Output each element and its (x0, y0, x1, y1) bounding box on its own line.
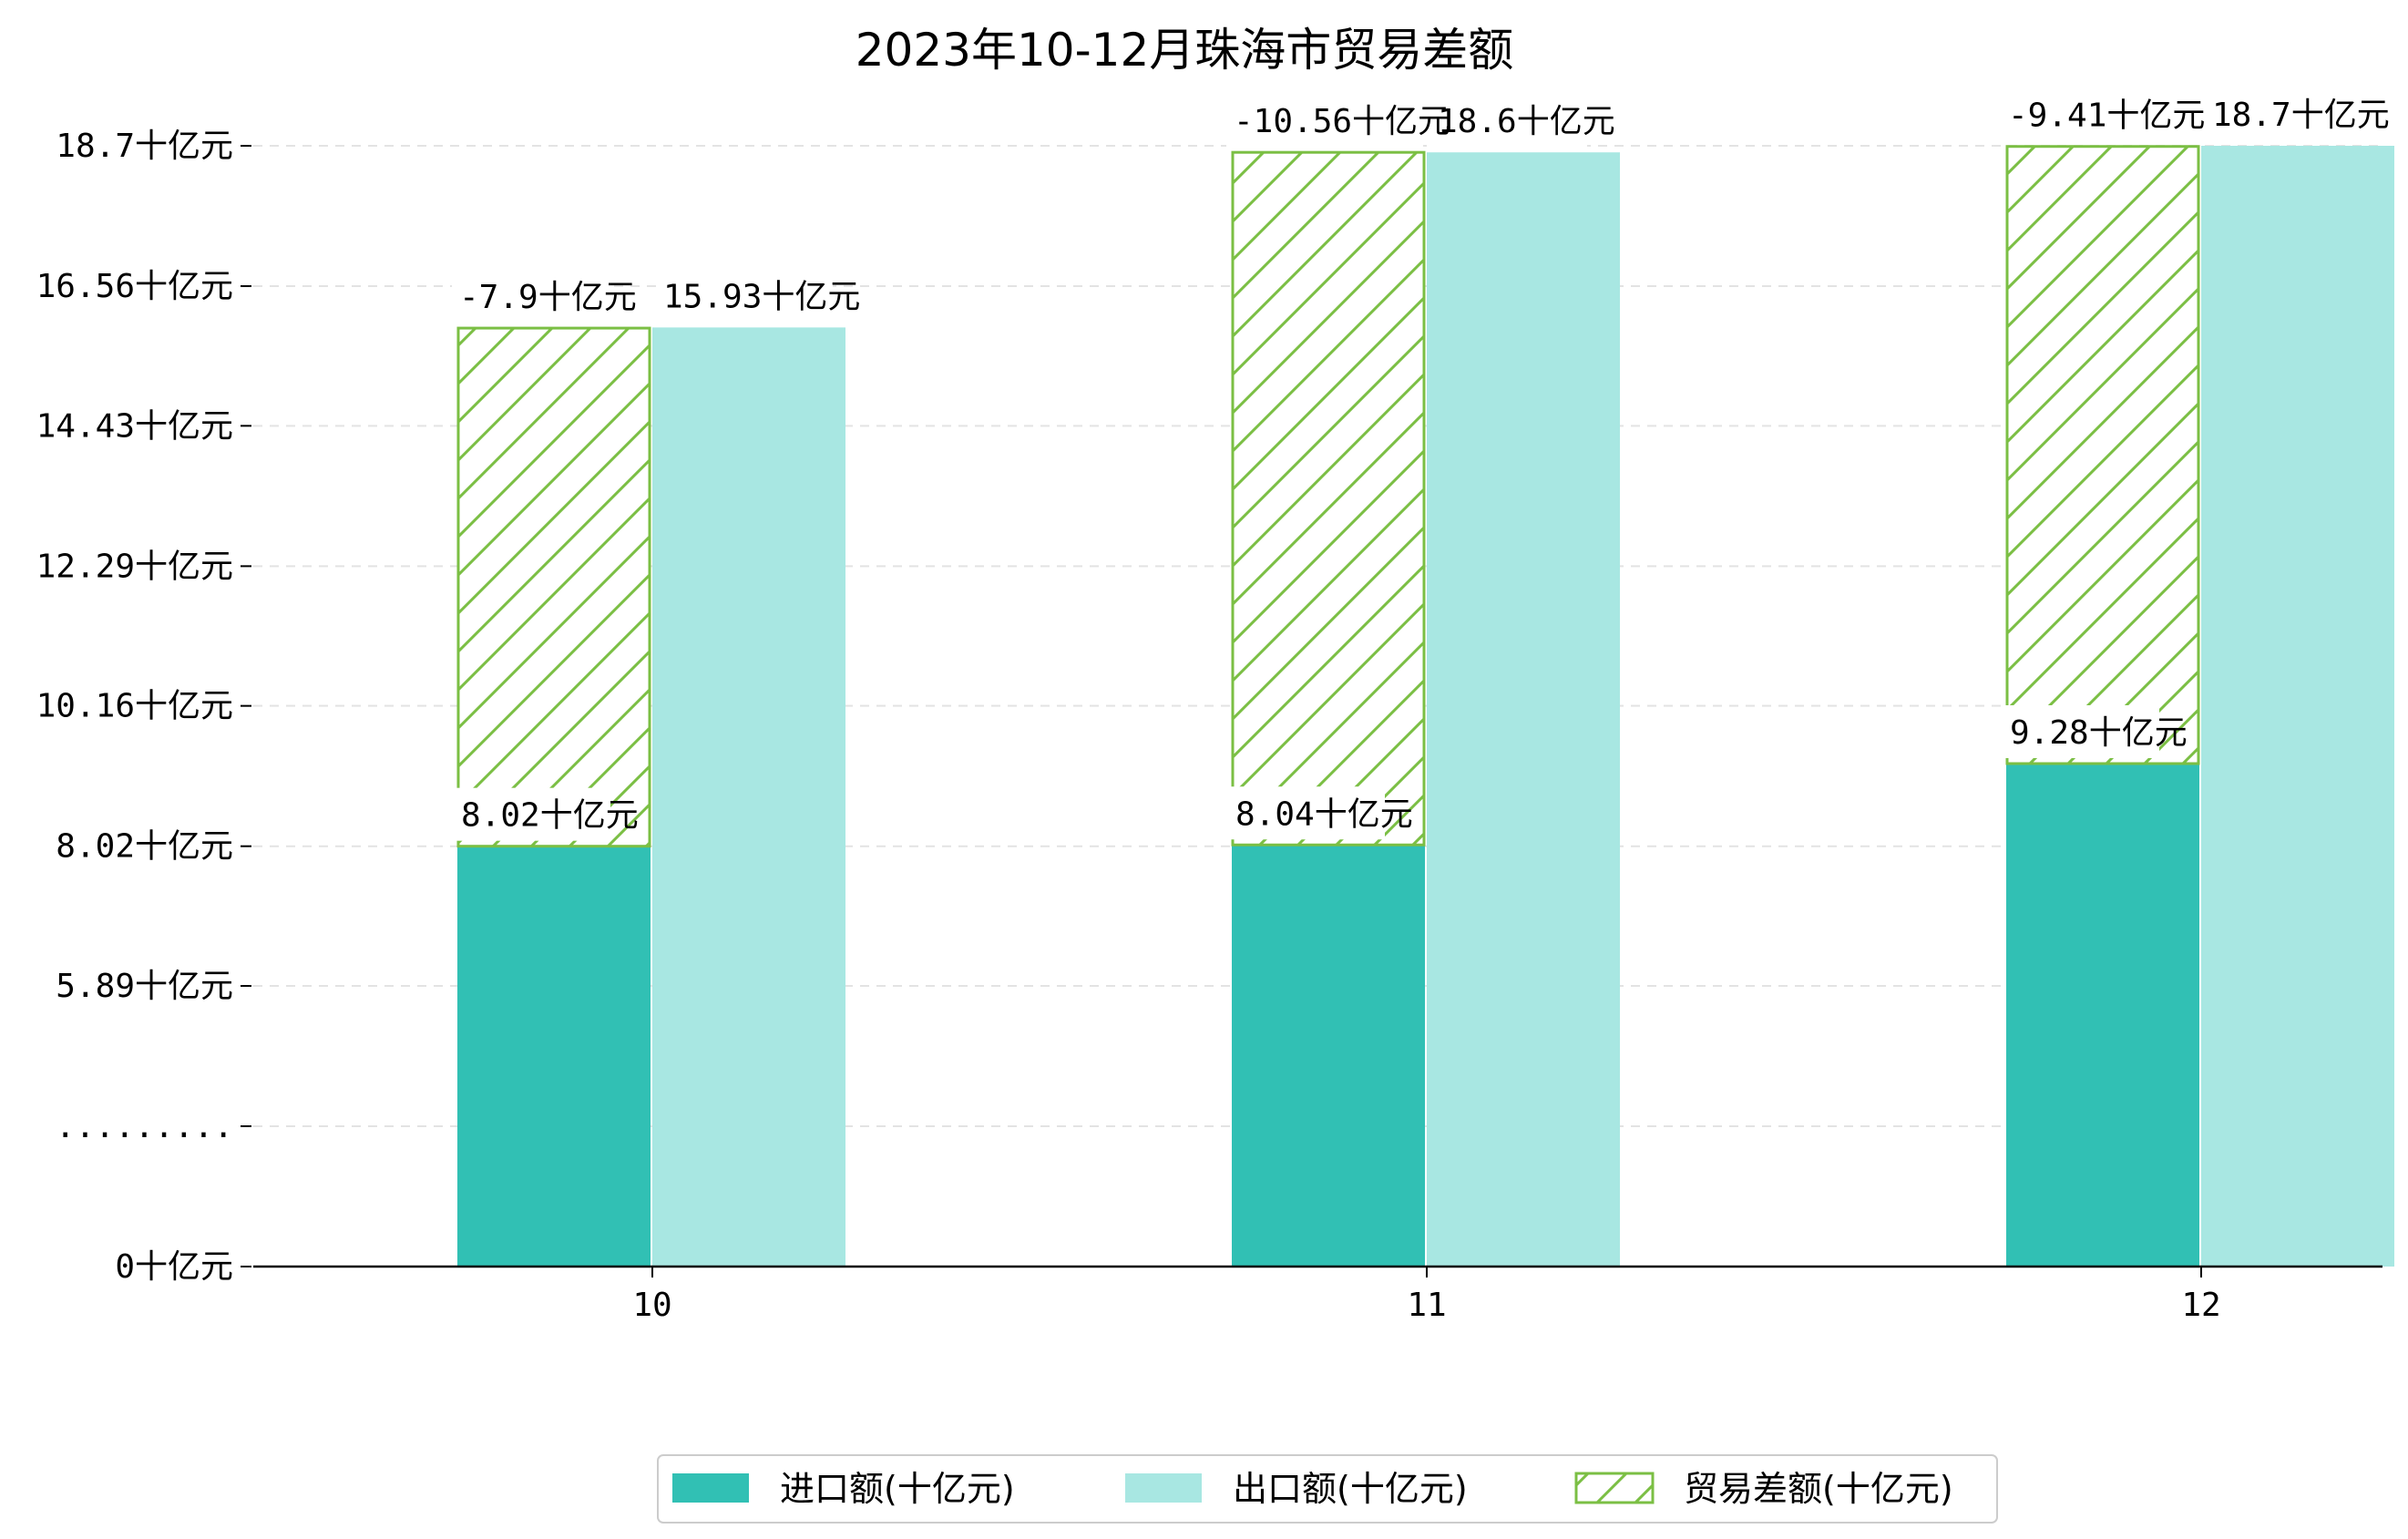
export-bar (1427, 152, 1620, 1267)
export-bar (652, 327, 845, 1267)
data-label-box (2003, 705, 2159, 759)
x-tick-label: 11 (1407, 1287, 1446, 1324)
data-label-box (1226, 94, 1423, 148)
balance-bar (456, 326, 651, 848)
import-bar (457, 846, 651, 1267)
chart-title: 2023年10-12月珠海市贸易差额 (856, 24, 1514, 77)
data-label: 15.93十亿元 (656, 269, 860, 323)
data-label-box (2001, 87, 2177, 141)
y-tick-label: 5.89十亿元 (56, 968, 233, 1005)
data-label-text: -7.9十亿元 (459, 279, 637, 316)
export-bar (2201, 146, 2394, 1267)
data-label-text: 18.7十亿元 (2212, 97, 2390, 134)
legend: 进口额(十亿元) 出口额(十亿元) 贸易差额(十亿元) (657, 1454, 1998, 1524)
y-tick-label: 8.02十亿元 (56, 828, 233, 866)
axes: 0十亿元......... 5.89十亿元 8.02十亿元 10.16十亿元 12.29… (36, 128, 2382, 1324)
x-tick-label: 12 (2181, 1287, 2220, 1324)
data-label: 9.28十亿元 (2003, 705, 2188, 759)
y-tick-label: 16.56十亿元 (36, 268, 233, 305)
legend-swatch (672, 1473, 749, 1503)
import-bar (2006, 764, 2199, 1267)
data-label: -10.56十亿元 (1226, 94, 1450, 148)
y-tick-label: 12.29十亿元 (36, 548, 233, 585)
data-label: 18.7十亿元 (2205, 87, 2390, 140)
legend-swatch (1125, 1473, 1202, 1503)
data-label-text: -9.41十亿元 (2008, 97, 2205, 135)
data-label-box (452, 270, 609, 323)
data-label-text: 8.04十亿元 (1235, 795, 1413, 833)
import-bar (1232, 845, 1425, 1267)
y-tick-label: 18.7十亿元 (56, 128, 233, 165)
data-label-box (1228, 786, 1385, 840)
data-labels: 8.02十亿元 15.93十亿元 -7.9十亿元 8.04十亿元 18.6十亿元-10.… (452, 87, 2390, 841)
balance-bar (1231, 150, 1426, 846)
bars (456, 145, 2394, 1267)
data-label-text: 9.28十亿元 (2010, 714, 2188, 752)
data-label: 8.04十亿元 (1228, 786, 1413, 840)
y-tick-label: ......... (56, 1108, 233, 1145)
legend-label: 出口额(十亿元) (1233, 1469, 1468, 1509)
x-tick-label: 10 (632, 1287, 671, 1324)
data-label-box (2205, 87, 2362, 140)
balance-bar (2005, 145, 2200, 765)
data-label: 8.02十亿元 (454, 787, 639, 841)
y-tick-label: 14.43十亿元 (36, 407, 233, 445)
data-label: 18.6十亿元 (1430, 94, 1615, 148)
data-label-text: 18.6十亿元 (1438, 103, 1615, 140)
legend-item: 贸易差额(十亿元) (1574, 1469, 1953, 1509)
legend-item: 出口额(十亿元) (1125, 1469, 1468, 1509)
data-label-text: 8.02十亿元 (461, 797, 639, 835)
data-label-box (454, 787, 610, 841)
legend-swatch (1574, 1472, 1655, 1504)
data-label: -7.9十亿元 (452, 270, 637, 323)
legend-label: 进口额(十亿元) (780, 1469, 1015, 1509)
data-label-text: -10.56十亿元 (1234, 103, 1450, 140)
legend-label: 贸易差额(十亿元) (1684, 1469, 1953, 1509)
legend-frame (657, 1454, 1998, 1524)
data-label-text: 15.93十亿元 (663, 278, 860, 315)
data-label-box (656, 269, 833, 323)
y-tick-label: 0十亿元 (115, 1248, 233, 1286)
legend-item: 进口额(十亿元) (672, 1469, 1015, 1509)
data-label-box (1430, 94, 1587, 148)
data-label: -9.41十亿元 (2001, 87, 2205, 141)
y-tick-label: 10.16十亿元 (36, 688, 233, 725)
